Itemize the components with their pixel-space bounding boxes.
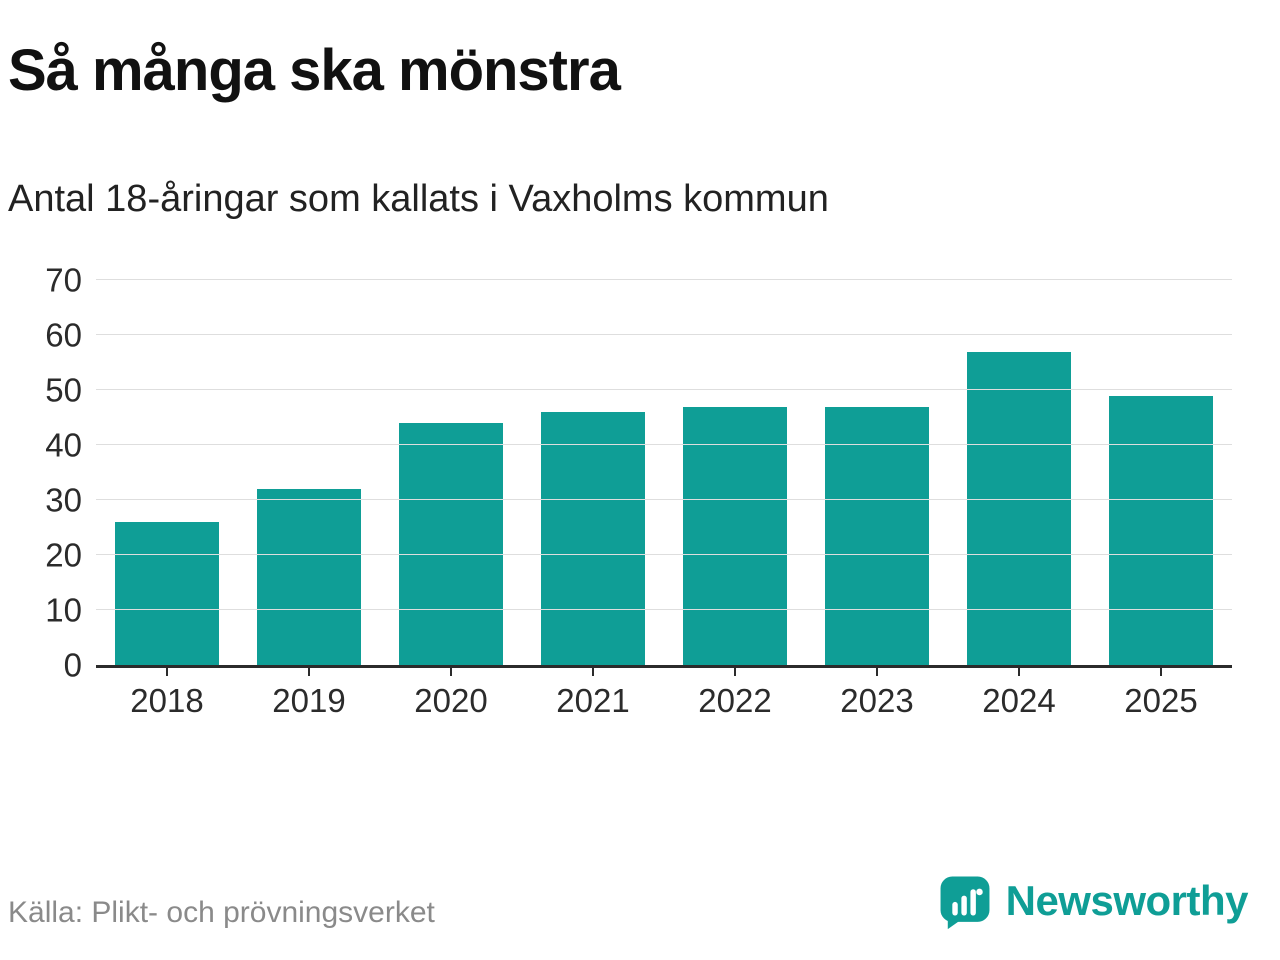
newsworthy-logo-icon: [940, 876, 990, 930]
y-tick-label: 60: [45, 316, 82, 354]
x-tick-label: 2020: [414, 682, 488, 720]
bar-slot: [664, 280, 806, 666]
bar-2023: [825, 406, 929, 666]
x-tick: [308, 668, 310, 677]
bar-slot: [380, 280, 522, 666]
x-tick-label: 2022: [698, 682, 772, 720]
bar-2018: [115, 522, 219, 666]
bar-2024: [967, 351, 1071, 666]
chart-title: Så många ska mönstra: [8, 38, 621, 103]
gridline: [96, 609, 1232, 611]
x-labels: 2018 2019 2020 2021 2022 2023 2024 2025: [0, 668, 1280, 720]
gridline: [96, 389, 1232, 391]
bars: [96, 280, 1232, 666]
gridline: [96, 334, 1232, 336]
source-note: Källa: Plikt- och prövningsverket: [8, 896, 435, 929]
y-tick-label: 20: [45, 536, 82, 574]
x-tick-label: 2024: [982, 682, 1056, 720]
x-tick: [734, 668, 736, 677]
bar-slot: [806, 280, 948, 666]
brand-wordmark: Newsworthy: [1005, 877, 1249, 924]
gridline: [96, 554, 1232, 556]
y-tick-label: 30: [45, 481, 82, 519]
brand: Newsworthy: [936, 872, 1249, 930]
chart-subtitle: Antal 18-åringar som kallats i Vaxholms …: [8, 177, 829, 220]
chart-footer: Källa: Plikt- och prövningsverket Newswo…: [0, 872, 1280, 930]
x-tick: [592, 668, 594, 677]
bar-2025: [1109, 395, 1213, 666]
x-tick-label: 2025: [1124, 682, 1198, 720]
bar-2019: [257, 489, 361, 666]
bar-2020: [399, 423, 503, 666]
gridline: [96, 444, 1232, 446]
y-axis: 0 10 20 30 40 50 60 70: [8, 264, 96, 682]
x-tick: [166, 668, 168, 677]
x-tick-label: 2021: [556, 682, 630, 720]
x-tick: [450, 668, 452, 677]
y-tick-label: 70: [45, 261, 82, 299]
gridline: [96, 499, 1232, 501]
bar-slot: [96, 280, 238, 666]
chart-header: Så många ska mönstra Antal 18-åringar so…: [0, 0, 1280, 222]
bar-2022: [683, 406, 787, 666]
x-tick: [1018, 668, 1020, 677]
bar-slot: [1090, 280, 1232, 666]
y-tick-label: 10: [45, 591, 82, 629]
gridline: [96, 279, 1232, 281]
bar-slot: [522, 280, 664, 666]
x-tick: [876, 668, 878, 677]
bar-slot: [238, 280, 380, 666]
y-tick-label: 40: [45, 426, 82, 464]
x-tick-label: 2023: [840, 682, 914, 720]
x-tick-label: 2019: [272, 682, 346, 720]
plot-area: [96, 279, 1232, 677]
x-tick-label: 2018: [130, 682, 204, 720]
x-tick: [1160, 668, 1162, 677]
bar-2021: [541, 412, 645, 666]
y-tick-label: 0: [63, 646, 82, 684]
bar-chart: 0 10 20 30 40 50 60 70: [0, 264, 1280, 682]
y-tick-label: 50: [45, 371, 82, 409]
bar-slot: [948, 280, 1090, 666]
